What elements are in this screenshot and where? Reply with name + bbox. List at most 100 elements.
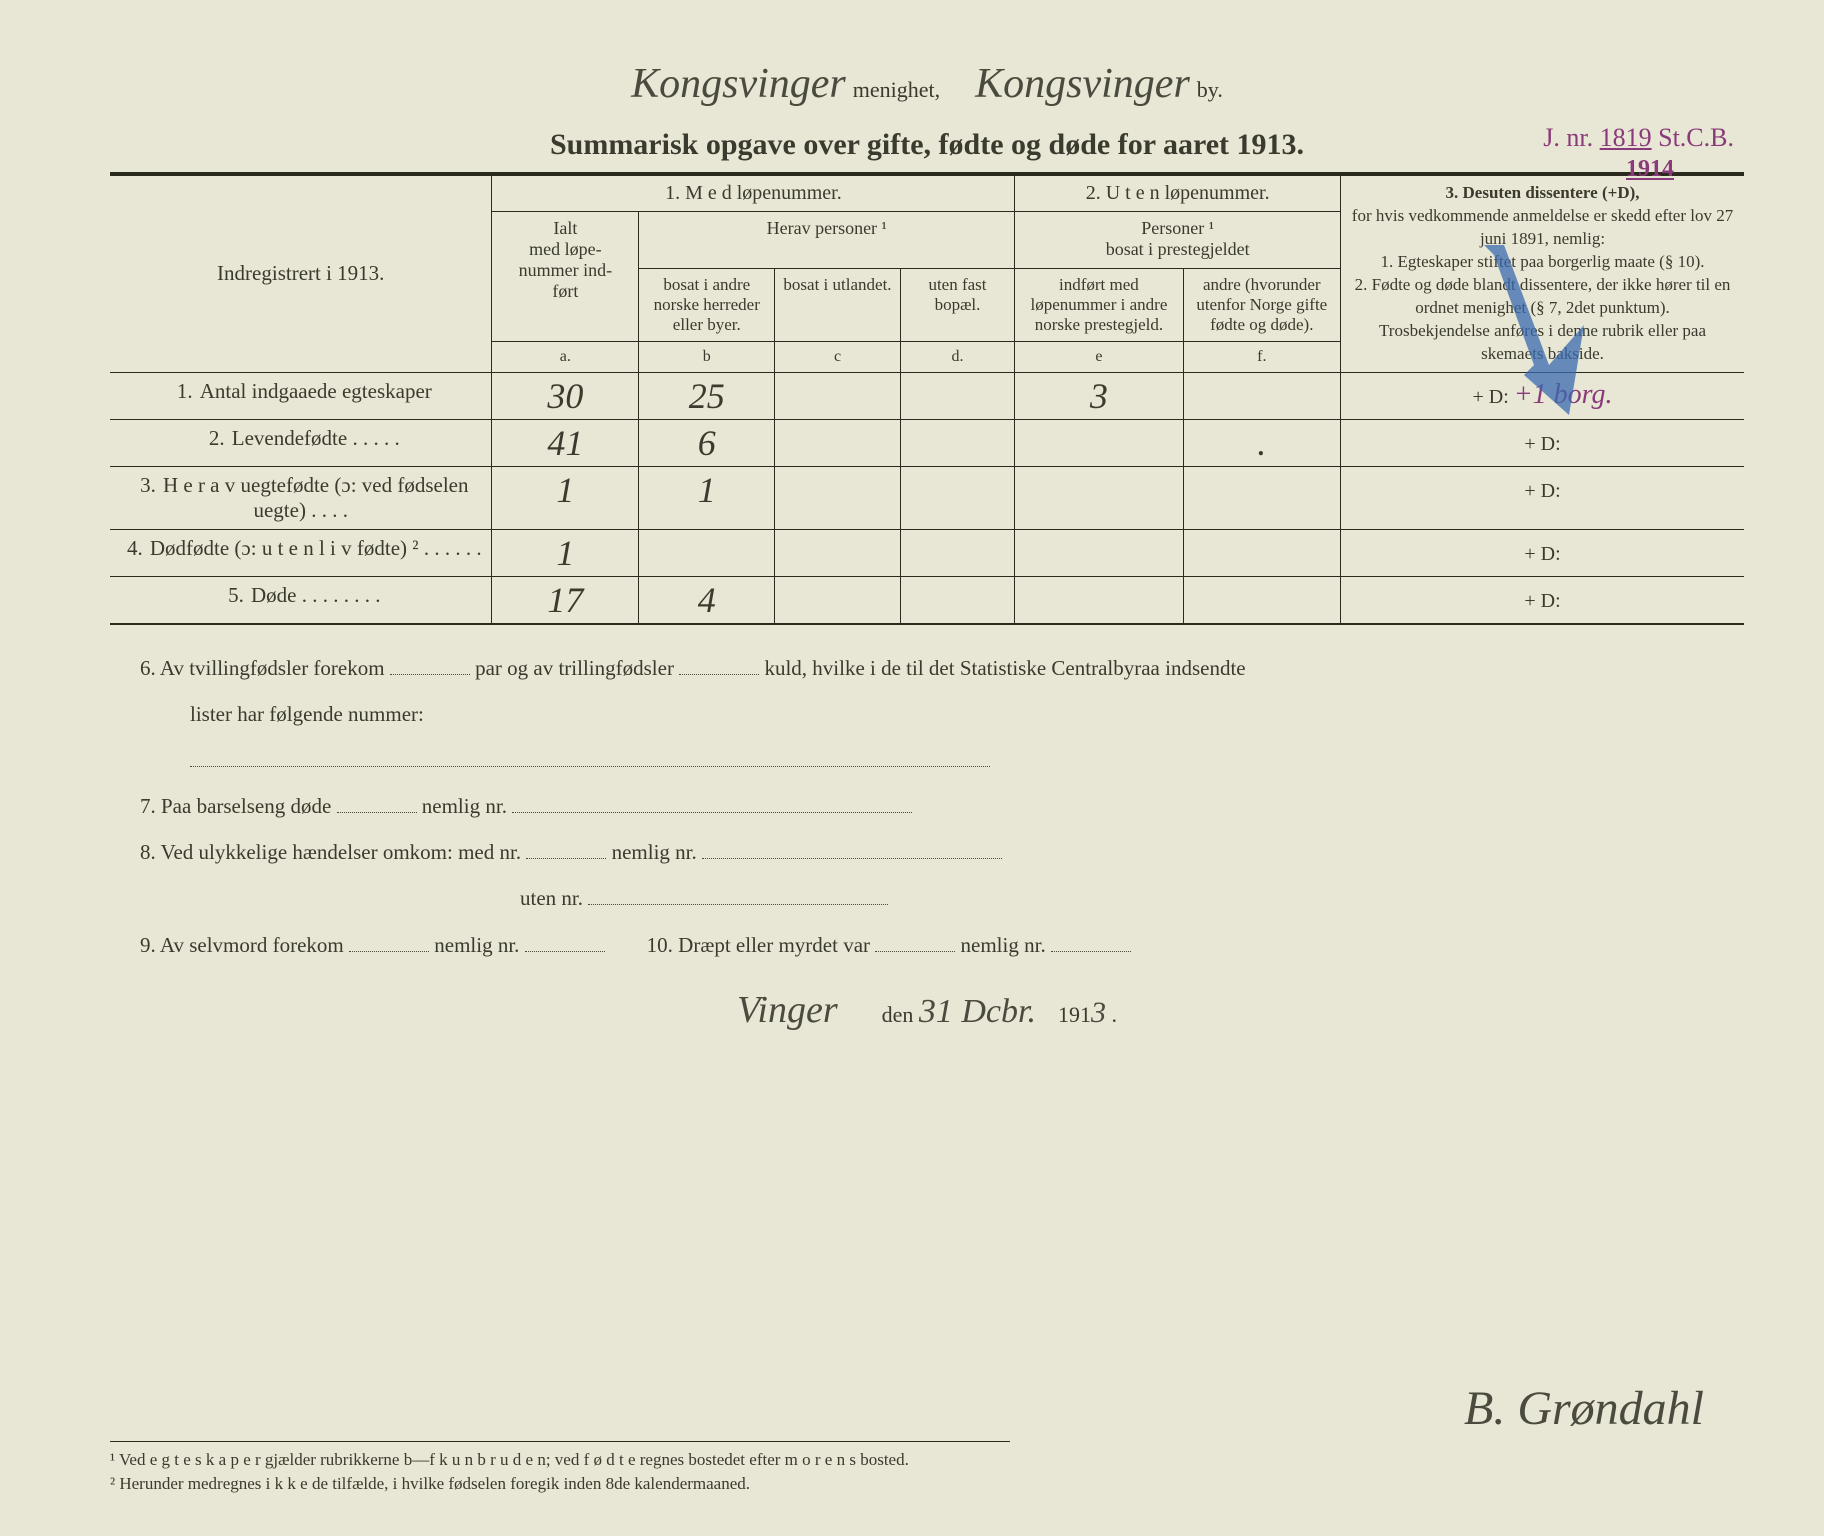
cell-a: 17 [492, 576, 639, 623]
main-title: Summarisk opgave over gifte, fødte og dø… [550, 128, 1304, 161]
signature: B. Grøndahl [1464, 1381, 1704, 1436]
year-hw: 3 [1091, 996, 1106, 1029]
blank [337, 791, 417, 813]
cell-e [1015, 529, 1183, 576]
blank [702, 837, 1002, 859]
row-label: 2.Levendefødte . . . . . [110, 419, 492, 466]
l8c-text: uten nr. [520, 886, 588, 910]
l8: 8. Ved ulykkelige hændelser omkom: med n… [140, 840, 526, 864]
letter-e: e [1015, 341, 1183, 372]
l8b: nemlig nr. [612, 840, 702, 864]
sub-ialt: Ialt med løpe- nummer ind- ført [492, 212, 639, 342]
cell-g: + D: [1341, 466, 1744, 529]
cell-b: 4 [639, 576, 775, 623]
letter-d: d. [900, 341, 1015, 372]
main-table: Indregistrert i 1913. 1. M e d løpenumme… [110, 176, 1744, 623]
footnotes: ¹ Ved e g t e s k a p e r gjælder rubrik… [110, 1441, 1010, 1496]
sub-b: bosat i andre norske herreder eller byer… [639, 268, 775, 341]
header-line: Kongsvinger menighet, Kongsvinger by. [110, 60, 1744, 108]
line-8c: uten nr. [140, 875, 1744, 921]
stamp-number: 1819 [1600, 123, 1652, 152]
cell-b: 25 [639, 372, 775, 419]
blank [526, 837, 606, 859]
left-header: Indregistrert i 1913. [110, 176, 492, 372]
l10b: nemlig nr. [961, 933, 1051, 957]
sub-herav: Herav personer ¹ [639, 212, 1015, 269]
blank [1051, 930, 1131, 952]
cell-c [775, 419, 900, 466]
cell-c [775, 372, 900, 419]
sub-c: bosat i utlandet. [775, 268, 900, 341]
sub-d: uten fast bopæl. [900, 268, 1015, 341]
blank [679, 653, 759, 675]
cell-c [775, 529, 900, 576]
cell-e [1015, 576, 1183, 623]
cell-g: + D: +1 borg. [1341, 372, 1744, 419]
letter-c: c [775, 341, 900, 372]
cell-e [1015, 466, 1183, 529]
blank [588, 883, 888, 905]
letter-b: b [639, 341, 775, 372]
group3-title: 3. Desuten dissentere (+D), [1446, 183, 1640, 202]
blank [875, 930, 955, 952]
line-6-blank [140, 737, 1744, 783]
footnote-1: ¹ Ved e g t e s k a p e r gjælder rubrik… [110, 1448, 1010, 1472]
row-label: 5.Døde . . . . . . . . [110, 576, 492, 623]
cell-a: 1 [492, 466, 639, 529]
blank [390, 653, 470, 675]
l6a: 6. Av tvillingfødsler forekom [140, 656, 390, 680]
sub-personer: Personer ¹ bosat i prestegjeldet [1015, 212, 1341, 269]
l10: 10. Dræpt eller myrdet var [647, 933, 876, 957]
group3-cell: 3. Desuten dissentere (+D), for hvis ved… [1341, 176, 1744, 372]
cell-d [900, 576, 1015, 623]
parish-label: menighet, [853, 77, 940, 102]
cell-a: 30 [492, 372, 639, 419]
l7b: nemlig nr. [422, 794, 512, 818]
line-6d: lister har følgende nummer: [140, 691, 1744, 737]
cell-f [1183, 576, 1341, 623]
parish-handwritten: Kongsvinger [631, 61, 846, 107]
group3-body: for hvis vedkommende anmeldelse er skedd… [1352, 206, 1733, 363]
cell-d [900, 419, 1015, 466]
row-label: 4.Dødfødte (ɔ: u t e n l i v fødte) ² . … [110, 529, 492, 576]
mid-rule [110, 623, 1744, 625]
title-line: Summarisk opgave over gifte, fødte og dø… [110, 128, 1744, 162]
cell-a: 41 [492, 419, 639, 466]
cell-f [1183, 466, 1341, 529]
l6b: par og av trillingfødsler [475, 656, 679, 680]
cell-b: 1 [639, 466, 775, 529]
cell-f [1183, 529, 1341, 576]
cell-c [775, 466, 900, 529]
sub-f: andre (hvorunder utenfor Norge gifte fød… [1183, 268, 1341, 341]
l6c: kuld, hvilke i de til det Statistiske Ce… [764, 656, 1245, 680]
blank [525, 930, 605, 952]
letter-f: f. [1183, 341, 1341, 372]
blank [190, 745, 990, 767]
cell-f: . [1183, 419, 1341, 466]
stamp-year: 1914 [1626, 156, 1674, 183]
sub-e: indført med løpenummer i andre norske pr… [1015, 268, 1183, 341]
stamp-prefix: J. nr. [1543, 123, 1593, 152]
year-printed: 191 [1058, 1002, 1091, 1027]
cell-g: + D: [1341, 419, 1744, 466]
town-label: by. [1197, 77, 1223, 102]
cell-c [775, 576, 900, 623]
blank [512, 791, 912, 813]
row-label: 3.H e r a v uegtefødte (ɔ: ved fødselen … [110, 466, 492, 529]
signature-line: Vinger den 31 Dcbr. 1913 . [110, 988, 1744, 1032]
cell-b [639, 529, 775, 576]
cell-e: 3 [1015, 372, 1183, 419]
below-section: 6. Av tvillingfødsler forekom par og av … [110, 645, 1744, 968]
table-row: 2.Levendefødte . . . . . 41 6 . + D: [110, 419, 1744, 466]
table-row: 4.Dødfødte (ɔ: u t e n l i v fødte) ² . … [110, 529, 1744, 576]
stamp-suffix: St.C.B. [1658, 123, 1734, 152]
group1-header: 1. M e d løpenummer. [492, 176, 1015, 212]
den-label: den [882, 1002, 914, 1027]
journal-stamp: J. nr. 1819 St.C.B. [1543, 123, 1734, 153]
table-row: 5.Døde . . . . . . . . 17 4 + D: [110, 576, 1744, 623]
line-9-10: 9. Av selvmord forekom nemlig nr. 10. Dr… [140, 922, 1744, 968]
date-hw: 31 Dcbr. [919, 993, 1036, 1030]
cell-d [900, 372, 1015, 419]
l9b: nemlig nr. [434, 933, 524, 957]
cell-d [900, 529, 1015, 576]
